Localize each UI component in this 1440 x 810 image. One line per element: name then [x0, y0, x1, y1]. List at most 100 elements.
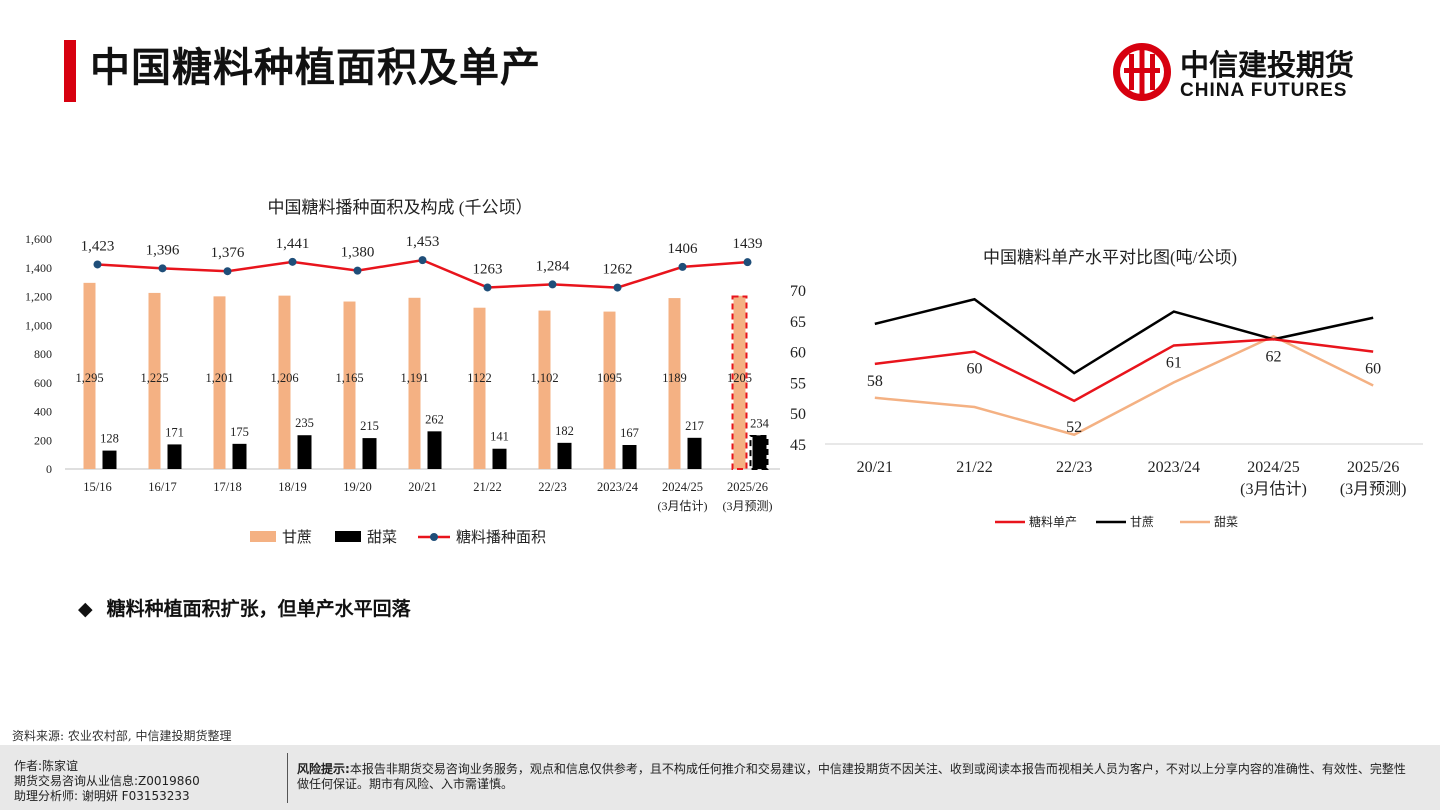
cane-value-label: 1,191: [400, 371, 428, 385]
cane-value-label: 1,201: [205, 371, 233, 385]
cane-bar: [603, 311, 616, 469]
author-info: 作者:陈家谊 期货交易咨询从业信息:Z0019860 助理分析师: 谢明妍 F0…: [14, 759, 200, 804]
beet-bar: [232, 443, 247, 469]
beet-value-label: 141: [490, 430, 509, 444]
yield-data-label: 61: [1166, 354, 1182, 371]
y-tick-label: 70: [790, 283, 806, 300]
x-tick-label: 21/22: [473, 480, 501, 494]
legend-label: 甜菜: [1214, 515, 1238, 529]
beet-value-label: 128: [100, 432, 119, 446]
total-area-point: [483, 283, 492, 292]
total-area-point: [223, 267, 232, 276]
cane-value-label: 1,165: [335, 371, 363, 385]
total-area-label: 1,441: [276, 236, 310, 252]
beet-bar: [622, 444, 637, 469]
cane-value-label: 1,102: [530, 371, 558, 385]
total-area-line: [97, 258, 748, 289]
x-tick-label: 22/23: [1056, 459, 1092, 476]
risk-text: 本报告非期货交易咨询业务服务，观点和信息仅供参考，且不构成任何推介和交易建议，中…: [297, 762, 1406, 791]
x-tick-label: 17/18: [213, 480, 241, 494]
y-tick-label: 400: [34, 405, 52, 419]
total-area-point: [158, 264, 167, 273]
key-takeaway: ◆ 糖料种植面积扩张，但单产水平回落: [78, 594, 411, 621]
y-tick-label: 1,000: [25, 318, 52, 332]
x-tick-sublabel: (3月预测): [1340, 480, 1407, 498]
author-qualification: 期货交易咨询从业信息:Z0019860: [14, 774, 200, 788]
beet-bar: [102, 450, 117, 469]
x-tick-label: 22/23: [538, 480, 566, 494]
beet-bar: [297, 435, 312, 469]
y-tick-label: 45: [790, 437, 806, 454]
beet-bar: [427, 431, 442, 469]
forecast-highlight-box: [749, 434, 769, 470]
legend-total-label: 糖料播种面积: [456, 529, 546, 546]
total-area-label: 1,423: [81, 238, 115, 254]
cane-bar: [213, 296, 226, 469]
title-accent-bar: [64, 40, 76, 102]
beet-bar: [362, 438, 377, 469]
total-area-label: 1,376: [211, 245, 245, 261]
y-tick-label: 1,400: [25, 261, 52, 275]
x-tick-label: 2024/25: [662, 480, 703, 494]
beet-value-label: 235: [295, 416, 314, 430]
legend-label: 糖料单产: [1029, 514, 1077, 529]
chart-title: 中国糖料播种面积及构成 (千公顷）: [268, 198, 533, 217]
planting-area-chart: 中国糖料播种面积及构成 (千公顷） 0 200 400 600 800 1,000 1,200…: [25, 198, 780, 546]
footer-divider: [287, 753, 288, 803]
total-area-label: 1439: [733, 236, 763, 252]
x-tick-label: 16/17: [148, 480, 176, 494]
total-area-point: [678, 262, 687, 271]
chart-title: 中国糖料单产水平对比图(吨/公顷): [983, 248, 1237, 267]
cane-bar: [733, 295, 746, 469]
total-area-label: 1262: [603, 262, 633, 278]
logo-chinese-name: 中信建投期货: [1180, 48, 1355, 82]
cane-value-label: 1,295: [75, 371, 103, 385]
yield-data-label: 62: [1266, 348, 1282, 365]
yield-data-label: 58: [867, 373, 883, 390]
cane-value-label: 1095: [597, 371, 622, 385]
cane-bar: [148, 292, 161, 469]
y-tick-label: 1,600: [25, 232, 52, 246]
yield-data-label: 60: [1365, 361, 1381, 378]
y-tick-label: 800: [34, 347, 52, 361]
legend-cane-swatch: [250, 531, 276, 542]
y-tick-label: 65: [790, 314, 806, 331]
total-area-label: 1,396: [146, 242, 180, 258]
cane-bar: [343, 301, 356, 469]
beet-value-label: 215: [360, 419, 379, 433]
total-area-label: 1,380: [341, 245, 375, 261]
yield-data-label: 60: [967, 361, 983, 378]
key-takeaway-text: 糖料种植面积扩张，但单产水平回落: [106, 598, 411, 620]
x-tick-label: 20/21: [857, 459, 893, 476]
cane-value-label: 1,225: [140, 371, 168, 385]
yield-data-label: 52: [1066, 419, 1082, 436]
x-tick-label: 19/20: [343, 480, 371, 494]
beet-value-label: 182: [555, 424, 574, 438]
cane-value-label: 1122: [467, 371, 492, 385]
cane-bar: [408, 297, 421, 469]
cane-bar: [83, 282, 96, 469]
footer-bar: 作者:陈家谊 期货交易咨询从业信息:Z0019860 助理分析师: 谢明妍 F0…: [0, 745, 1440, 810]
x-tick-label: 2024/25: [1247, 459, 1299, 476]
cane-value-label: 1189: [662, 371, 687, 385]
beet-value-label: 217: [685, 419, 704, 433]
total-area-point: [613, 283, 622, 292]
beet-value-label: 234: [750, 416, 770, 430]
x-tick-label: 2023/24: [597, 480, 639, 494]
total-area-point: [353, 266, 362, 275]
risk-disclaimer: 风险提示:本报告非期货交易咨询业务服务，观点和信息仅供参考，且不构成任何推介和交…: [297, 762, 1417, 792]
cane-bar: [278, 295, 291, 469]
x-tick-label: 20/21: [408, 480, 436, 494]
beet-bar: [492, 448, 507, 469]
y-tick-label: 0: [46, 462, 52, 476]
cane-bar: [668, 298, 681, 469]
legend-label: 甘蔗: [1130, 515, 1154, 529]
legend-total-marker: [430, 533, 438, 541]
x-tick-sublabel: (3月估计): [658, 499, 708, 513]
cane-bar: [538, 310, 551, 469]
series-line-甜菜: [874, 334, 1374, 437]
diamond-bullet-icon: ◆: [78, 598, 93, 620]
data-source-note: 资料来源: 农业农村部, 中信建投期货整理: [12, 729, 232, 743]
x-tick-label: 2023/24: [1148, 459, 1200, 476]
logo-english-name: CHINA FUTURES: [1180, 80, 1348, 101]
